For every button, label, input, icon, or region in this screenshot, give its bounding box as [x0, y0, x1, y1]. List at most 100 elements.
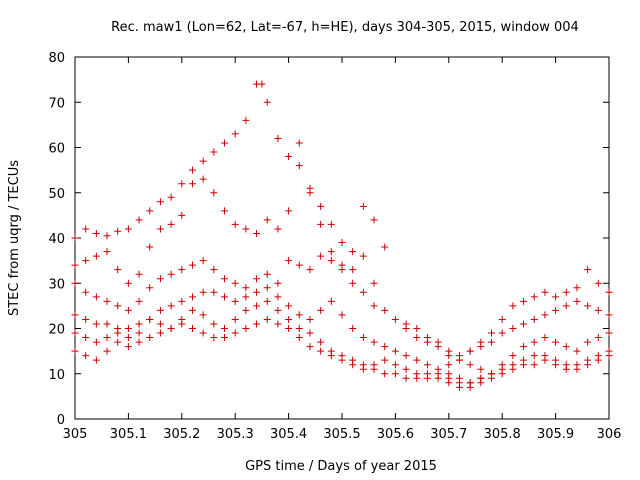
data-point-plus — [135, 297, 143, 305]
data-point-plus — [231, 279, 239, 287]
data-point-plus — [306, 343, 314, 351]
data-point-plus — [466, 347, 474, 355]
data-point-plus — [445, 374, 453, 382]
data-point-plus — [295, 261, 303, 269]
data-point-plus — [327, 220, 335, 228]
data-point-plus — [221, 275, 229, 283]
data-point-plus — [92, 229, 100, 237]
data-point-plus — [253, 302, 261, 310]
data-point-plus — [413, 334, 421, 342]
data-point-plus — [167, 270, 175, 278]
data-point-plus — [381, 370, 389, 378]
data-point-plus — [82, 315, 90, 323]
data-point-plus — [391, 370, 399, 378]
data-point-plus — [242, 225, 250, 233]
data-point-plus — [71, 279, 79, 287]
data-point-plus — [488, 338, 496, 346]
data-point-plus — [114, 266, 122, 274]
data-point-plus — [82, 334, 90, 342]
data-point-plus — [82, 225, 90, 233]
data-point-plus — [509, 352, 517, 360]
data-point-plus — [359, 361, 367, 369]
x-axis-label: GPS time / Days of year 2015 — [245, 459, 437, 474]
data-point-plus — [317, 347, 325, 355]
data-point-plus — [584, 302, 592, 310]
data-point-plus — [552, 306, 560, 314]
data-point-plus — [124, 225, 132, 233]
data-point-plus — [71, 311, 79, 319]
data-point-plus — [402, 374, 410, 382]
data-point-plus — [263, 216, 271, 224]
data-point-plus — [103, 334, 111, 342]
y-tick-label: 30 — [48, 277, 65, 292]
data-point-plus — [263, 270, 271, 278]
data-point-plus — [295, 162, 303, 170]
data-point-plus — [381, 306, 389, 314]
data-point-plus — [306, 266, 314, 274]
data-point-plus — [370, 302, 378, 310]
data-point-plus — [71, 234, 79, 242]
data-point-plus — [573, 297, 581, 305]
data-point-plus — [242, 116, 250, 124]
data-point-plus — [92, 320, 100, 328]
data-point-plus — [199, 157, 207, 165]
data-point-plus — [520, 343, 528, 351]
data-point-plus — [359, 288, 367, 296]
data-point-plus — [338, 311, 346, 319]
data-point-plus — [258, 80, 266, 88]
data-point-plus — [594, 279, 602, 287]
data-points — [71, 80, 613, 391]
data-point-plus — [253, 229, 261, 237]
data-point-plus — [156, 275, 164, 283]
data-point-plus — [82, 352, 90, 360]
data-point-plus — [605, 329, 613, 337]
data-point-plus — [520, 297, 528, 305]
data-point-plus — [306, 329, 314, 337]
data-point-plus — [520, 361, 528, 369]
data-point-plus — [434, 370, 442, 378]
data-point-plus — [477, 365, 485, 373]
data-point-plus — [562, 288, 570, 296]
data-point-plus — [445, 347, 453, 355]
data-point-plus — [562, 365, 570, 373]
data-point-plus — [359, 334, 367, 342]
data-point-plus — [103, 347, 111, 355]
data-point-plus — [242, 293, 250, 301]
data-point-plus — [199, 329, 207, 337]
data-point-plus — [178, 315, 186, 323]
data-point-plus — [103, 320, 111, 328]
x-tick-label: 305.9 — [537, 427, 574, 442]
x-tick-label: 305.7 — [430, 427, 467, 442]
data-point-plus — [584, 266, 592, 274]
data-point-plus — [327, 257, 335, 265]
data-point-plus — [274, 225, 282, 233]
x-tick-label: 305.8 — [484, 427, 521, 442]
data-point-plus — [455, 379, 463, 387]
data-point-plus — [605, 288, 613, 296]
data-point-plus — [349, 279, 357, 287]
data-point-plus — [253, 320, 261, 328]
data-point-plus — [402, 365, 410, 373]
data-point-plus — [221, 293, 229, 301]
data-point-plus — [103, 297, 111, 305]
data-point-plus — [338, 266, 346, 274]
data-point-plus — [349, 266, 357, 274]
data-point-plus — [370, 338, 378, 346]
data-point-plus — [530, 352, 538, 360]
data-point-plus — [210, 288, 218, 296]
data-point-plus — [231, 315, 239, 323]
data-point-plus — [584, 361, 592, 369]
data-point-plus — [124, 306, 132, 314]
data-point-plus — [605, 352, 613, 360]
data-point-plus — [530, 361, 538, 369]
data-point-plus — [402, 352, 410, 360]
data-point-plus — [381, 243, 389, 251]
data-point-plus — [359, 252, 367, 260]
x-tick-label: 305.5 — [323, 427, 360, 442]
plot-frame — [74, 56, 610, 420]
data-point-plus — [498, 370, 506, 378]
data-point-plus — [594, 356, 602, 364]
data-point-plus — [210, 266, 218, 274]
data-point-plus — [114, 329, 122, 337]
